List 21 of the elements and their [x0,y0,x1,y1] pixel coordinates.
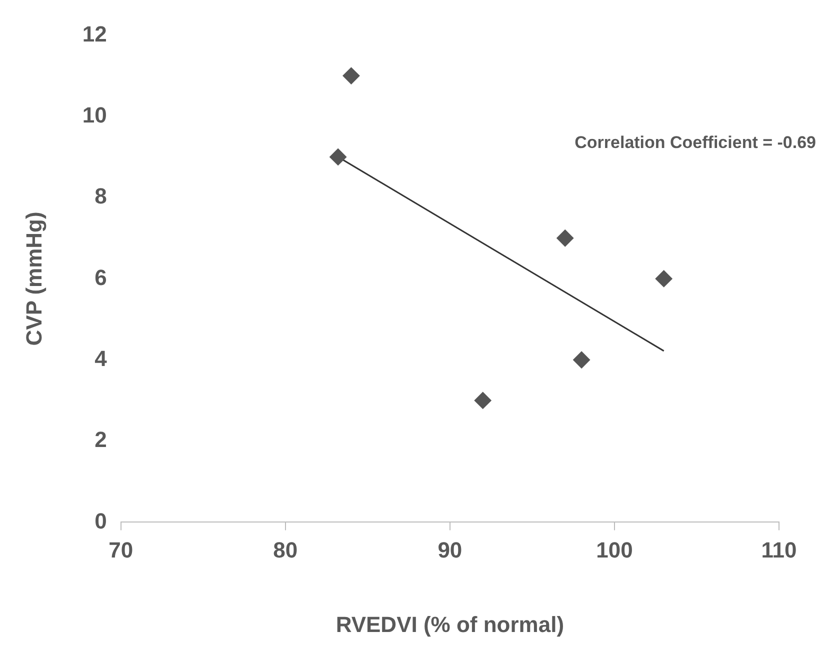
x-tick-label: 100 [596,537,633,562]
annotation: Correlation Coefficient = -0.69 [574,133,816,152]
point [655,270,672,288]
y-tick-label: 12 [82,21,107,46]
point [474,392,492,409]
y-tick-label: 0 [94,508,107,534]
point [330,148,347,166]
x-axis-title: RVEDVI (% of normal) [336,612,564,637]
x-tick-label: 110 [761,537,797,562]
x-tick-label: 90 [438,537,462,562]
y-tick-label: 4 [94,346,108,371]
y-tick-label: 8 [94,184,107,209]
x-tick-label: 70 [108,537,134,562]
y-tick-label: 2 [94,427,107,452]
point [342,67,360,84]
y-axis-title: CVP (mmHg) [21,212,46,346]
point [573,351,590,368]
point [556,230,574,247]
y-tick-label: 6 [94,264,107,290]
y-tick-label: 10 [82,102,107,128]
x-tick-label: 80 [273,537,298,562]
